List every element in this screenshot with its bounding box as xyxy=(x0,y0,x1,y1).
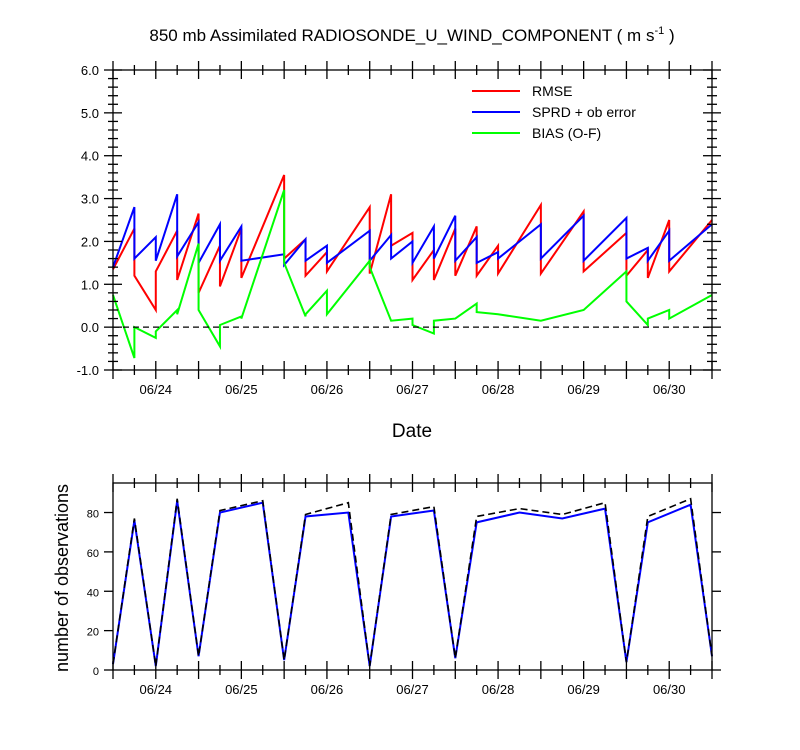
y-tick-label: 6.0 xyxy=(81,63,99,78)
x-tick-label: 06/26 xyxy=(311,682,344,697)
y-tick-label: -1.0 xyxy=(77,363,99,378)
y-tick-label: 5.0 xyxy=(81,106,99,121)
y-tick-label: 4.0 xyxy=(81,149,99,164)
top-series-lines xyxy=(112,174,713,359)
y-tick-label: 20 xyxy=(87,627,99,639)
y-tick-label: 0.0 xyxy=(81,320,99,335)
x-tick-label: 06/27 xyxy=(396,682,429,697)
series-line-used-observations xyxy=(112,500,713,667)
x-tick-label: 06/24 xyxy=(140,682,173,697)
bottom-series-lines xyxy=(112,497,713,667)
y-tick-label: 3.0 xyxy=(81,192,99,207)
x-tick-label: 06/30 xyxy=(653,382,686,397)
x-tick-label: 06/26 xyxy=(311,382,344,397)
legend-label: RMSE xyxy=(532,83,572,99)
series-line-bias-o-f- xyxy=(112,189,713,359)
x-tick-label: 06/29 xyxy=(567,682,600,697)
y-tick-label: 2.0 xyxy=(81,234,99,249)
series-line-possible-observations xyxy=(112,497,713,667)
title-main: 850 mb Assimilated RADIOSONDE_U_WIND_COM… xyxy=(149,26,654,45)
y-tick-label: 40 xyxy=(87,587,99,599)
x-tick-label: 06/28 xyxy=(482,682,515,697)
y-axis-label: number of observations xyxy=(52,484,72,672)
title-superscript: -1 xyxy=(654,25,664,37)
title-suffix: ) xyxy=(664,26,674,45)
x-tick-label: 06/30 xyxy=(653,682,686,697)
chart-title: 850 mb Assimilated RADIOSONDE_U_WIND_COM… xyxy=(149,25,674,45)
x-tick-label: 06/27 xyxy=(396,382,429,397)
x-tick-label: 06/28 xyxy=(482,382,515,397)
x-axis-label: Date xyxy=(392,421,432,442)
y-tick-label: 0 xyxy=(93,666,99,678)
bottom-plot: 06/24 06/25 06/26 06/27 06/28 06/29 06/30 0 20 40… xyxy=(87,474,721,697)
legend: RMSE SPRD + ob error BIAS (O-F) xyxy=(472,83,636,141)
x-tick-label: 06/25 xyxy=(225,682,258,697)
y-tick-label: 1.0 xyxy=(81,277,99,292)
x-tick-label: 06/25 xyxy=(225,382,258,397)
y-tick-label: 60 xyxy=(87,548,99,560)
top-axes: 06/24 06/25 06/26 06/27 06/28 06/29 06/30 -1.0 0… xyxy=(77,61,721,397)
x-tick-label: 06/29 xyxy=(567,382,600,397)
legend-label: BIAS (O-F) xyxy=(532,125,601,141)
top-plot: 06/24 06/25 06/26 06/27 06/28 06/29 06/30 -1.0 0… xyxy=(77,61,721,397)
bottom-axes: 06/24 06/25 06/26 06/27 06/28 06/29 06/30 0 20 40… xyxy=(87,474,721,697)
x-tick-label: 06/24 xyxy=(140,382,173,397)
legend-label: SPRD + ob error xyxy=(532,104,636,120)
series-line-sprd-ob-error xyxy=(112,193,713,268)
y-tick-label: 80 xyxy=(87,509,99,521)
